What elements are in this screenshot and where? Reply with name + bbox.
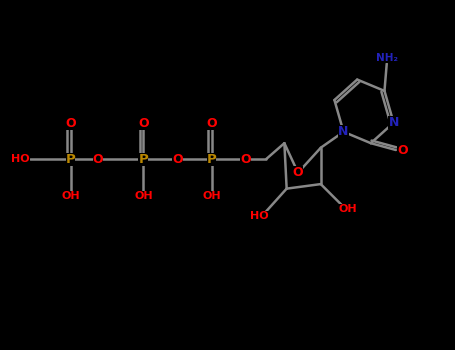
Text: OH: OH: [202, 191, 221, 201]
Text: O: O: [92, 153, 103, 166]
Text: OH: OH: [134, 191, 152, 201]
Text: N: N: [389, 116, 399, 129]
Text: HO: HO: [250, 211, 268, 221]
Text: P: P: [207, 153, 217, 166]
Text: P: P: [138, 153, 148, 166]
Text: P: P: [66, 153, 76, 166]
Text: O: O: [172, 153, 183, 166]
Text: N: N: [339, 125, 349, 138]
Text: NH₂: NH₂: [376, 53, 398, 63]
Text: O: O: [138, 117, 149, 130]
Text: O: O: [397, 144, 408, 156]
Text: HO: HO: [11, 154, 30, 164]
Text: O: O: [293, 166, 303, 179]
Text: O: O: [65, 117, 76, 130]
Text: O: O: [206, 117, 217, 130]
Text: OH: OH: [339, 204, 357, 214]
Text: O: O: [240, 153, 251, 166]
Text: OH: OH: [61, 191, 80, 201]
